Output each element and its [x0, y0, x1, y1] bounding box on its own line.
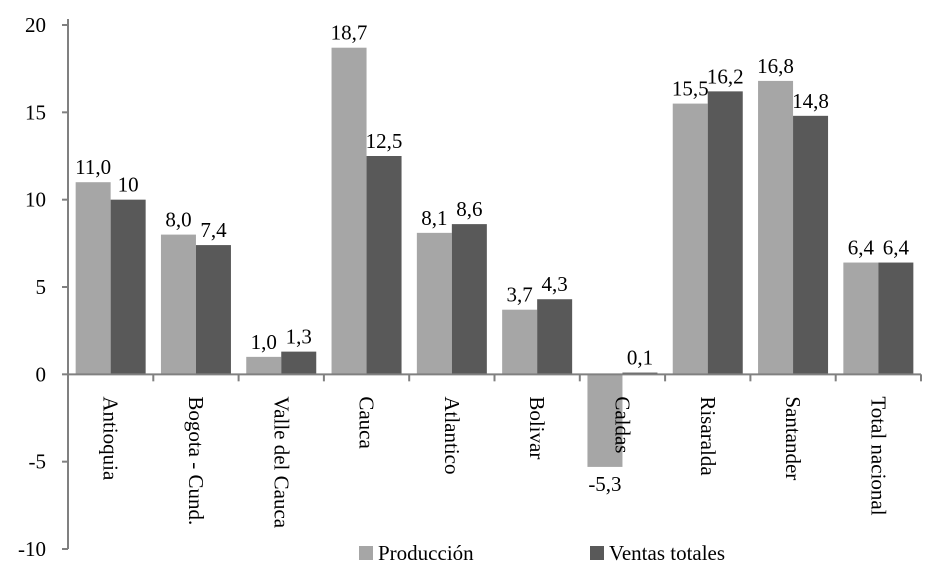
data-label-produccion: 8,0: [165, 208, 191, 232]
category-label: Cauca: [355, 396, 379, 449]
category-label: Santander: [781, 396, 805, 480]
category-label: Total nacional: [866, 396, 890, 515]
category-label: Atlantico: [440, 396, 464, 474]
bar-produccion: [75, 182, 111, 375]
bar-ventas-totales: [878, 262, 914, 375]
bar-produccion: [758, 80, 794, 375]
bar-produccion: [416, 232, 452, 375]
category-label: Caldas: [610, 396, 634, 453]
data-label-ventas-totales: 7,4: [200, 218, 227, 242]
category-label: Antioquia: [99, 396, 123, 481]
y-axis-ticks: -10 -5 0 5 10 15 20: [18, 13, 46, 561]
data-label-produccion: 3,7: [507, 283, 533, 307]
bar-ventas-totales: [793, 115, 829, 375]
bar-produccion: [502, 309, 538, 375]
data-label-produccion: 18,7: [331, 21, 368, 45]
data-labels-group: 11,0 8,0 1,0 18,7 8,1 3,7 -5,3 15,5 16,8 6,4 10 7,4…: [75, 21, 909, 496]
bar-ventas-totales: [537, 299, 573, 375]
data-label-produccion: 11,0: [75, 155, 111, 179]
legend-swatch: [590, 546, 604, 560]
y-tick-label: 20: [25, 13, 46, 37]
bar-ventas-totales: [707, 91, 743, 375]
legend-swatch: [359, 546, 373, 560]
category-label: Valle del Cauca: [269, 396, 293, 528]
data-label-produccion: 8,1: [421, 206, 447, 230]
data-label-produccion: 6,4: [848, 236, 875, 260]
y-tick-label: -10: [18, 537, 46, 561]
data-label-produccion: -5,3: [588, 472, 621, 496]
bar-produccion: [843, 262, 879, 375]
category-label: Bogota - Cund.: [184, 396, 208, 525]
data-label-ventas-totales: 6,4: [883, 236, 910, 260]
y-tick-label: 0: [36, 362, 47, 386]
data-label-produccion: 1,0: [251, 330, 277, 354]
data-label-ventas-totales: 12,5: [366, 129, 403, 153]
data-label-ventas-totales: 16,2: [707, 64, 744, 88]
y-tick-label: -5: [29, 450, 47, 474]
y-tick-label: 10: [25, 188, 46, 212]
data-label-ventas-totales: 8,6: [456, 197, 482, 221]
legend-label: Producción: [378, 541, 474, 565]
data-label-ventas-totales: 0,1: [627, 346, 653, 370]
axes-group: [62, 19, 922, 550]
y-tick-label: 15: [25, 100, 46, 124]
bar-ventas-totales: [281, 351, 317, 375]
legend-label: Ventas totales: [609, 541, 725, 565]
category-label: Bolivar: [525, 396, 549, 459]
y-tick-label: 5: [36, 275, 47, 299]
bar-ventas-totales: [195, 245, 231, 375]
bar-produccion: [672, 103, 708, 375]
bar-ventas-totales: [451, 224, 487, 375]
bar-produccion: [246, 356, 282, 375]
data-label-ventas-totales: 14,8: [792, 89, 829, 113]
bars-group: [75, 47, 914, 467]
data-label-ventas-totales: 1,3: [286, 325, 312, 349]
legend-item-ventas-totales: Ventas totales: [590, 541, 725, 565]
legend-item-produccion: Producción: [359, 541, 474, 565]
data-label-ventas-totales: 10: [118, 173, 139, 197]
category-label: Risaralda: [696, 396, 720, 476]
data-label-produccion: 15,5: [672, 77, 709, 101]
bar-produccion: [160, 234, 196, 375]
data-label-produccion: 16,8: [757, 54, 794, 78]
bar-produccion: [587, 374, 623, 467]
data-label-ventas-totales: 4,3: [542, 272, 568, 296]
category-labels-group: Antioquia Bogota - Cund. Valle del Cauca Ca…: [99, 396, 891, 528]
bar-ventas-totales: [366, 156, 402, 375]
bar-produccion: [331, 47, 367, 375]
legend: Producción Ventas totales: [359, 541, 725, 565]
bar-ventas-totales: [110, 199, 146, 375]
